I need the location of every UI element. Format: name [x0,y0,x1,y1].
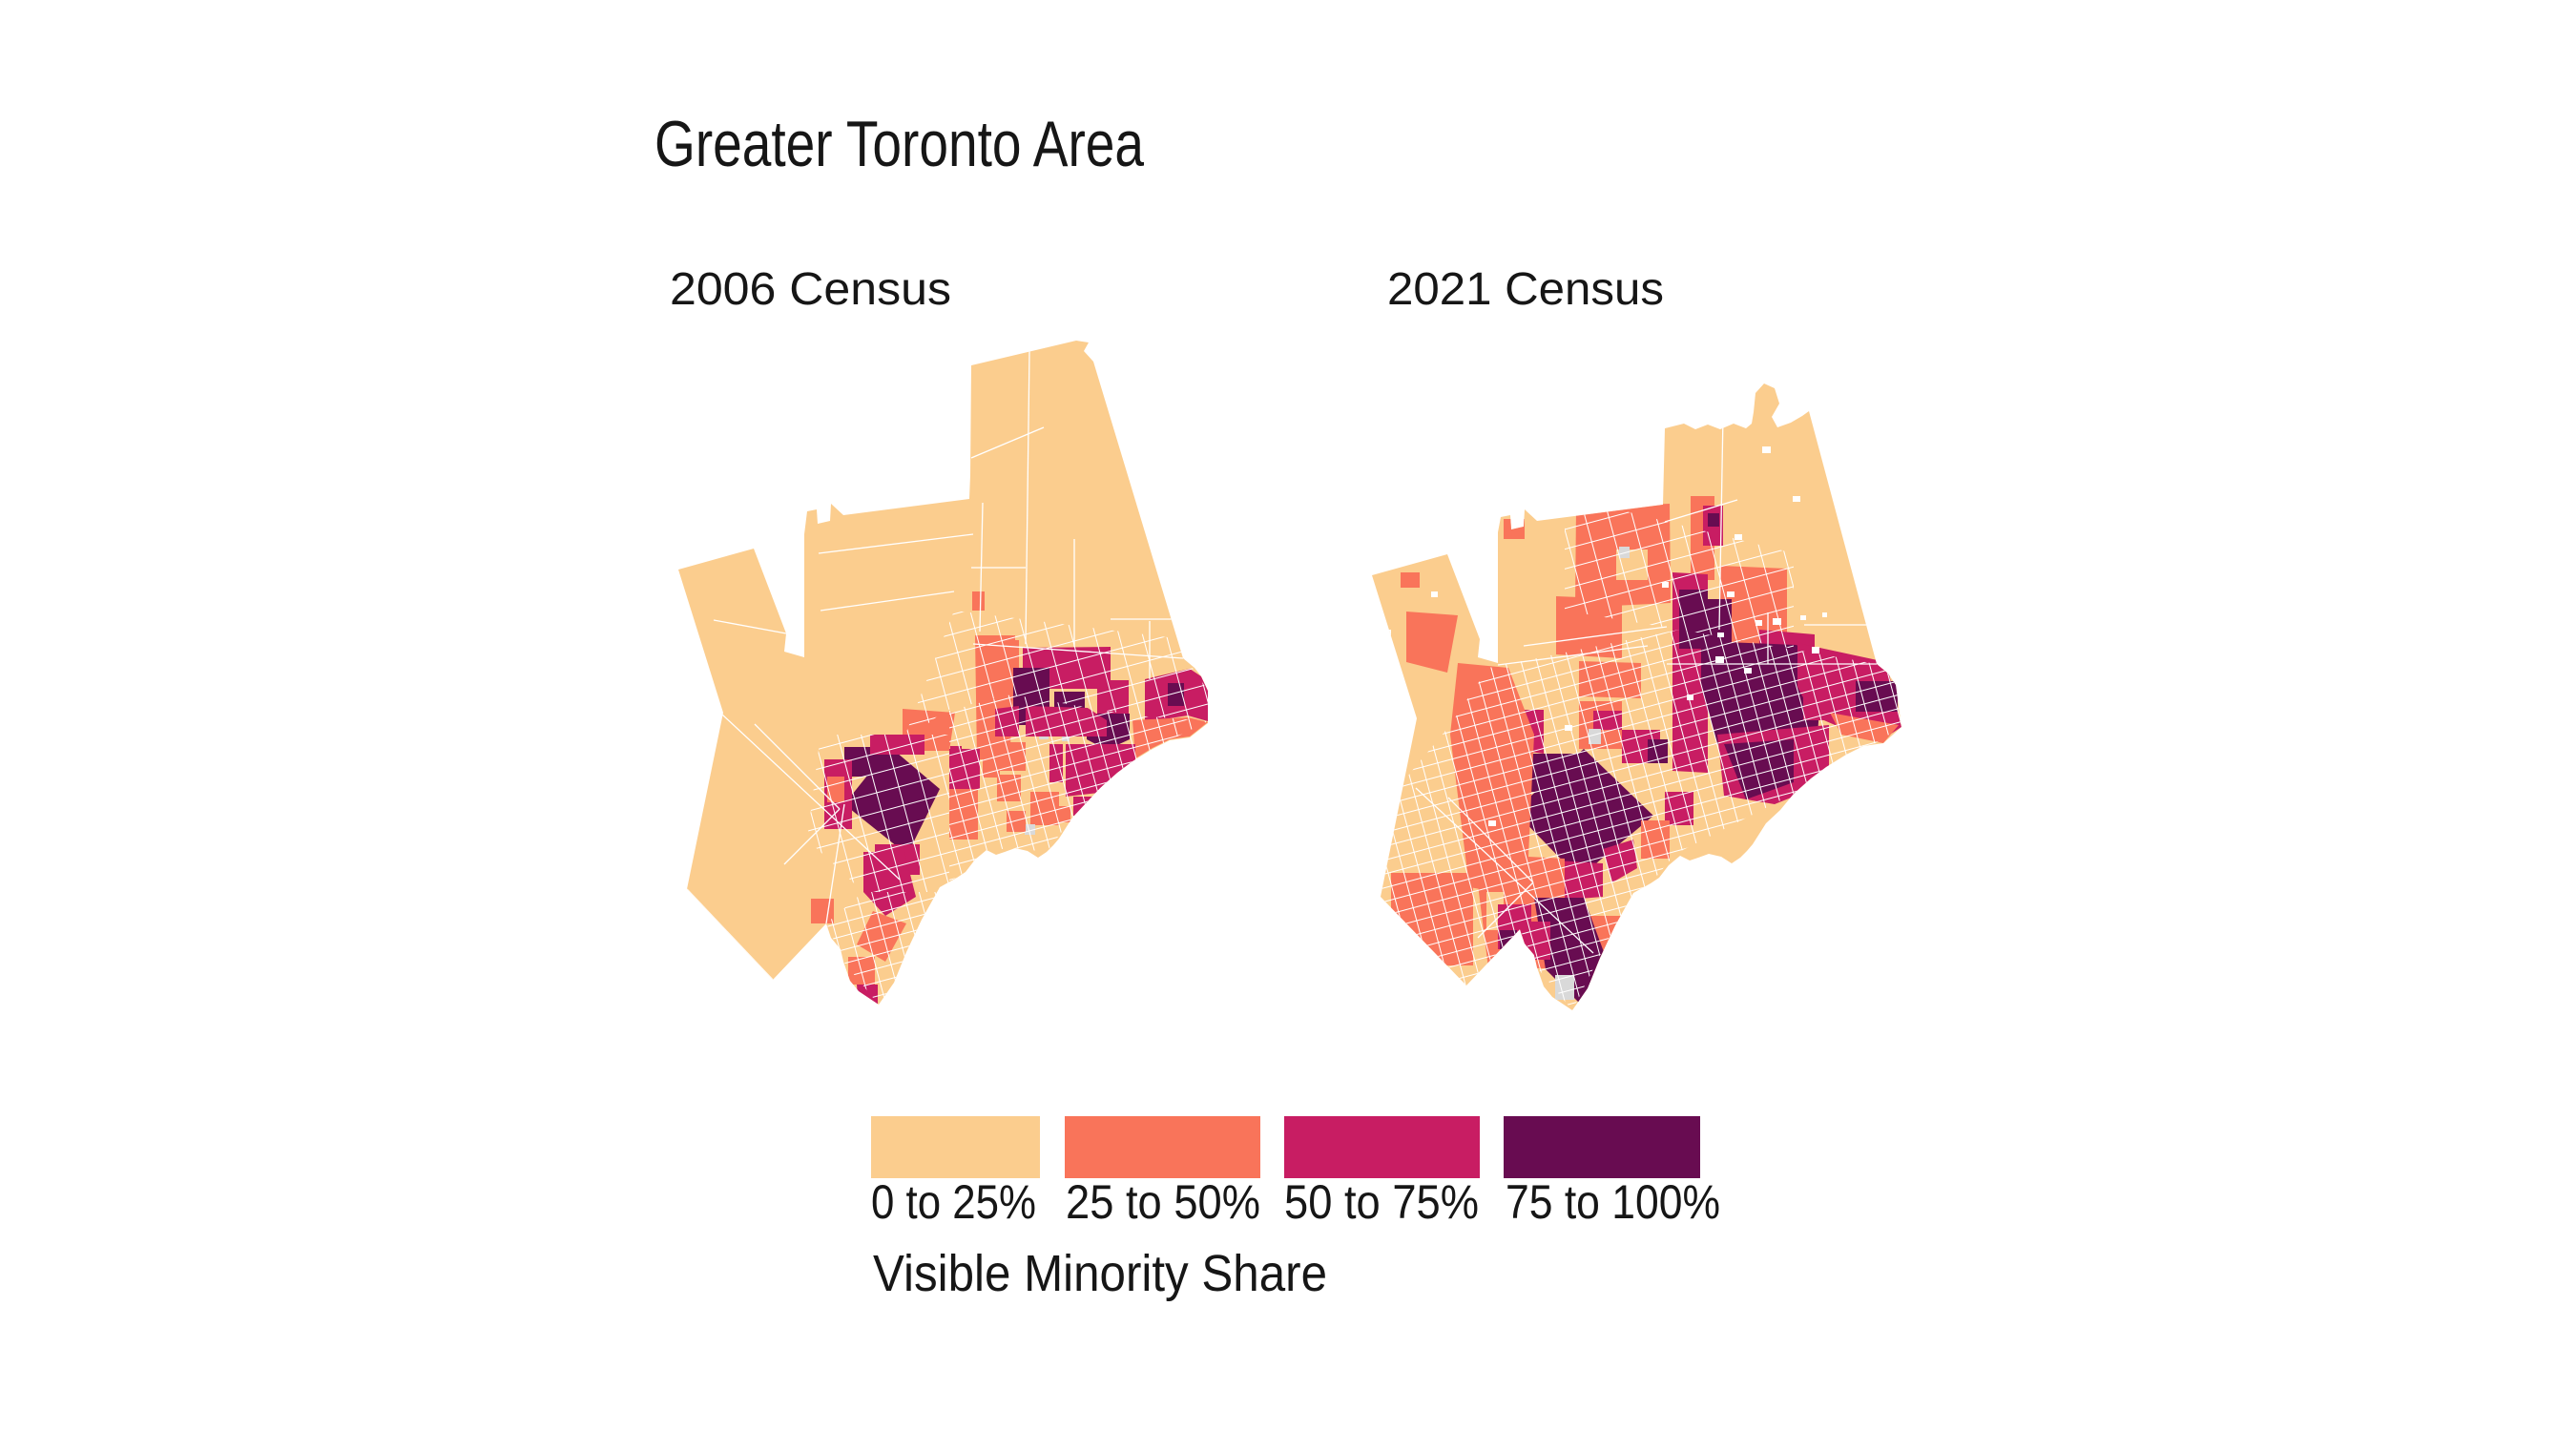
svg-text:2006 Census: 2006 Census [670,264,951,315]
svg-text:Visible Minority Share: Visible Minority Share [873,1245,1327,1302]
svg-text:75 to 100%: 75 to 100% [1506,1175,1720,1229]
svg-text:0 to 25%: 0 to 25% [871,1175,1036,1229]
svg-text:50 to 75%: 50 to 75% [1284,1175,1479,1229]
svg-text:2021 Census: 2021 Census [1387,264,1664,315]
svg-text:Greater Toronto Area: Greater Toronto Area [654,108,1144,180]
svg-text:25 to 50%: 25 to 50% [1066,1175,1260,1229]
